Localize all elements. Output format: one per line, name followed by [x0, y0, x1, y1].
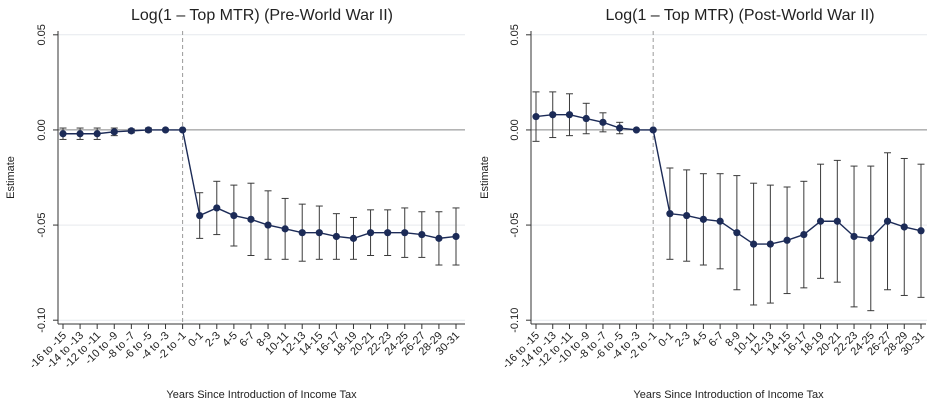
point: [649, 126, 657, 134]
point: [418, 230, 426, 239]
point: [315, 229, 323, 237]
x-tick-label: 2-3: [203, 330, 223, 350]
point: [800, 230, 808, 239]
point: [733, 229, 741, 237]
point: [599, 118, 607, 126]
point: [883, 217, 892, 225]
point: [452, 232, 460, 241]
point: [900, 223, 908, 231]
point: [766, 240, 774, 248]
point: [401, 229, 409, 237]
point: [616, 124, 624, 132]
chart-title: Log(1 – Top MTR) (Pre-World War II): [131, 7, 393, 24]
point: [161, 126, 170, 134]
x-axis-title: Years Since Introduction of Income Tax: [166, 389, 357, 401]
point: [532, 113, 540, 121]
point: [59, 130, 67, 138]
y-tick-label: -0.05: [36, 213, 48, 238]
panel: Log(1 – Top MTR) (Post-World War II) 0.05…: [479, 7, 927, 401]
point: [179, 126, 187, 134]
point: [632, 126, 641, 134]
series-line: [63, 129, 457, 240]
point: [683, 211, 691, 220]
point: [435, 234, 443, 242]
point: [582, 114, 590, 123]
point: [750, 240, 758, 248]
point: [332, 232, 340, 241]
point: [565, 111, 574, 119]
point: [917, 227, 925, 235]
point: [666, 210, 674, 218]
point: [298, 229, 306, 237]
point: [699, 215, 707, 223]
chart-title: Log(1 – Top MTR) (Post-World War II): [605, 7, 874, 24]
point: [783, 236, 791, 244]
x-tick-label: 4-5: [220, 330, 240, 350]
y-tick-label: -0.05: [509, 213, 521, 238]
point: [230, 211, 238, 220]
panel: Log(1 – Top MTR) (Pre-World War II) 0.05 0…: [5, 7, 465, 401]
point: [384, 229, 392, 237]
point: [127, 127, 135, 135]
y-axis-title: Estimate: [479, 156, 491, 199]
y-tick-label: 0.05: [509, 24, 521, 45]
y-tick-label: 0.00: [36, 119, 48, 140]
y-tick-label: -0.10: [36, 308, 48, 333]
point: [850, 232, 858, 241]
point: [816, 217, 825, 225]
point: [110, 128, 118, 136]
y-tick-label: -0.10: [509, 308, 521, 333]
point: [247, 215, 255, 223]
point: [196, 211, 204, 220]
point: [144, 126, 153, 134]
y-tick-label: 0.05: [36, 24, 48, 45]
point: [93, 130, 101, 138]
point: [349, 234, 358, 242]
y-tick-label: 0.00: [509, 119, 521, 140]
point: [366, 229, 375, 237]
point: [867, 234, 875, 242]
point: [76, 130, 84, 138]
point: [281, 225, 289, 233]
x-tick-label: 0-1: [186, 330, 206, 350]
point: [716, 217, 724, 225]
point: [213, 204, 221, 212]
x-axis-title: Years Since Introduction of Income Tax: [633, 389, 824, 401]
x-tick-label: 6-7: [237, 330, 257, 350]
point: [549, 111, 557, 119]
y-axis-title: Estimate: [5, 156, 17, 199]
point: [264, 221, 272, 229]
point: [833, 217, 841, 225]
